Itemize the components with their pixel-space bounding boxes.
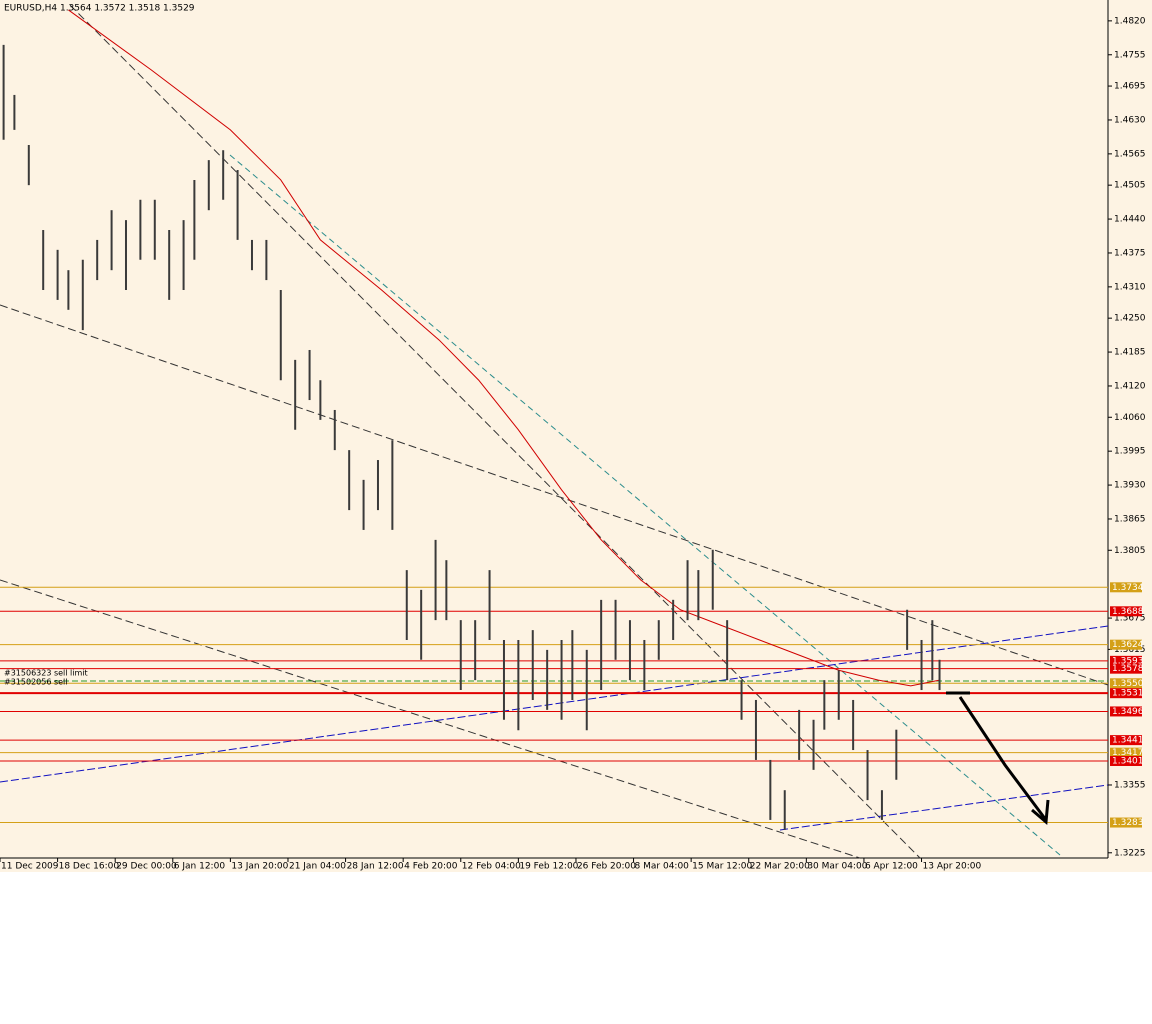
y-tick-label: 1.4310 [1114,282,1146,292]
trendline [69,4,921,859]
level-label: 1.3578 [1112,664,1144,674]
level-label: 1.3531 [1112,689,1144,699]
level-label-box [1110,706,1142,717]
trendline [229,154,1061,856]
plot-background [0,0,1108,858]
trendline [0,304,1109,686]
level-label-box [1110,747,1142,758]
x-tick-label: 30 Mar 04:00 [807,862,867,872]
level-label: 1.3417 [1112,748,1144,758]
y-tick-label: 1.3615 [1114,645,1146,655]
x-tick-label: 6 Jan 12:00 [174,862,226,872]
level-label: 1.3441 [1112,736,1144,746]
level-label: 1.3283 [1112,818,1144,828]
y-tick-label: 1.4755 [1114,50,1146,60]
level-label-box [1110,817,1142,828]
y-tick-label: 1.3930 [1114,481,1146,491]
x-tick-label: 13 Apr 20:00 [923,862,982,872]
y-tick-label: 1.4250 [1114,314,1146,324]
level-label-box [1110,582,1142,593]
y-tick-label: 1.3995 [1114,447,1146,457]
ma-line [68,9,940,687]
price-bars [2,44,941,830]
y-tick-label: 1.4120 [1114,381,1146,391]
level-label-box [1110,678,1142,689]
x-tick-label: 4 Feb 20:00 [404,862,458,872]
level-label: 1.3734 [1112,583,1144,593]
level-label: 1.3401 [1112,756,1144,766]
y-tick-label: 1.3805 [1114,546,1146,556]
arrow-head [1031,799,1050,826]
moving-average [68,9,940,687]
level-label-box [1110,606,1142,617]
x-tick-label: 6 Apr 12:00 [865,862,918,872]
x-tick-label: 28 Jan 12:00 [347,862,404,872]
level-label-box [1110,735,1142,746]
axes: 1.4820 1.4755 1.4695 1.4630 1.4565 1.4505 1.44… [0,16,1146,872]
y-tick-label: 1.3355 [1114,780,1146,790]
y-tick-label: 1.4695 [1114,82,1146,92]
x-tick-label: 13 Jan 20:00 [231,862,288,872]
y-tick-label: 1.4440 [1114,215,1146,225]
trendline [0,579,861,859]
y-tick-label: 1.4185 [1114,348,1146,358]
level-label: 1.3550 [1112,679,1144,689]
arrow-segment [958,696,1048,821]
y-tick-label: 1.3865 [1114,514,1146,524]
x-tick-label: 11 Dec 2009 [1,862,59,872]
order-annotation: #31506323 sell limit [4,669,88,678]
y-tick-label: 1.4565 [1114,149,1146,159]
forecast-arrow [946,691,1050,826]
level-label: 1.3593 [1112,656,1144,666]
y-tick-label: 1.4630 [1114,115,1146,125]
level-label: 1.3688 [1112,607,1144,617]
x-tick-label: 29 Dec 00:00 [116,862,177,872]
chart-title: EURUSD,H4 1.3564 1.3572 1.3518 1.3529 [4,4,195,14]
x-tick-label: 21 Jan 04:00 [289,862,346,872]
x-tick-label: 18 Dec 16:00 [59,862,120,872]
y-tick-label: 1.4505 [1114,181,1146,191]
y-tick-label: 1.3675 [1114,614,1146,624]
x-tick-label: 19 Feb 12:00 [519,862,578,872]
x-tick-label: 8 Mar 04:00 [635,862,690,872]
x-tick-label: 26 Feb 20:00 [577,862,636,872]
y-tick-label: 1.4820 [1114,16,1146,26]
order-annotation: #31502056 sell [4,678,68,687]
level-label-box [1110,639,1142,650]
level-label: 1.3624 [1112,640,1144,650]
level-label-box [1110,755,1142,766]
y-axis-background [1108,0,1152,872]
x-tick-label: 12 Feb 04:00 [462,862,521,872]
x-tick-label: 22 Mar 20:00 [750,862,810,872]
level-label: 1.3496 [1112,707,1144,717]
y-tick-label: 1.3225 [1114,848,1146,858]
y-tick-label: 1.4060 [1114,413,1146,423]
x-tick-label: 15 Mar 12:00 [692,862,752,872]
level-label-box [1110,688,1142,699]
y-tick-label: 1.4375 [1114,248,1146,258]
level-label-box [1110,655,1142,666]
level-label-box [1110,663,1142,674]
